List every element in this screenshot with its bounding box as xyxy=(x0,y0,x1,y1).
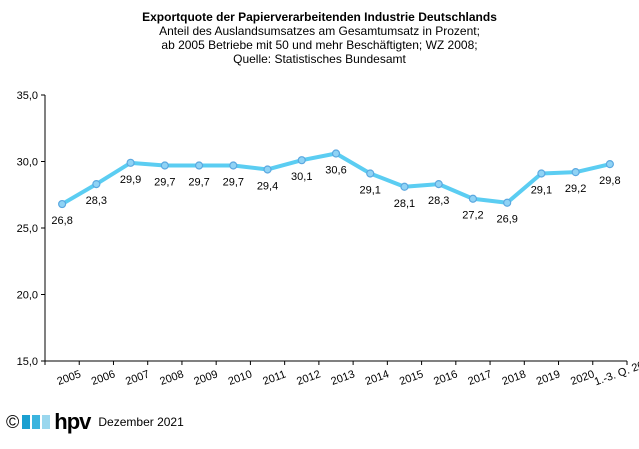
data-label: 29,8 xyxy=(599,175,620,187)
data-label: 29,9 xyxy=(120,174,141,186)
y-tick-label: 15,0 xyxy=(17,356,38,368)
data-label: 29,4 xyxy=(257,180,278,192)
y-tick-label: 30,0 xyxy=(17,157,38,169)
data-point xyxy=(537,169,546,178)
x-tick-label: 2008 xyxy=(158,368,185,388)
data-label: 29,7 xyxy=(154,176,175,188)
x-tick-label: 2018 xyxy=(501,368,528,388)
chart-title: Exportquote der Papierverarbeitenden Ind… xyxy=(142,10,497,24)
x-tick-label: 2015 xyxy=(398,368,425,388)
data-point xyxy=(468,194,478,203)
footer-date: Dezember 2021 xyxy=(98,415,184,429)
data-label: 27,2 xyxy=(462,210,483,222)
data-point xyxy=(400,182,409,191)
x-tick-label: 2011 xyxy=(261,368,287,387)
chart-subtitle-1: Anteil des Auslandsumsatzes am Gesamtums… xyxy=(159,24,480,38)
data-point xyxy=(503,198,512,207)
x-tick-label: 2020 xyxy=(569,368,596,388)
data-point xyxy=(194,161,204,170)
y-tick-label: 35,0 xyxy=(17,90,38,102)
x-tick-label: 2009 xyxy=(192,368,219,388)
x-tick-label: 2014 xyxy=(364,368,391,388)
footer: © hpv Dezember 2021 xyxy=(6,409,184,434)
data-label: 28,3 xyxy=(86,195,107,207)
data-point xyxy=(297,156,306,165)
x-tick-label: 2016 xyxy=(432,368,459,388)
x-tick-label: 2006 xyxy=(90,368,117,388)
data-point xyxy=(331,149,341,158)
data-label: 29,7 xyxy=(223,176,244,188)
data-label: 29,2 xyxy=(565,183,586,195)
data-point xyxy=(229,161,238,170)
data-point xyxy=(366,169,375,178)
series-line xyxy=(61,151,611,206)
x-tick-label: 2010 xyxy=(227,368,254,388)
data-label: 30,1 xyxy=(291,171,312,183)
data-label: 29,1 xyxy=(360,184,381,196)
hpv-wave-logo-icon xyxy=(22,415,51,429)
data-label: 28,3 xyxy=(428,195,449,207)
copyright-symbol: © xyxy=(6,411,20,432)
data-label: 30,6 xyxy=(325,165,346,177)
data-label: 26,9 xyxy=(496,214,517,226)
data-label: 29,7 xyxy=(188,176,209,188)
x-tick-label: 2017 xyxy=(466,368,493,388)
chart-subtitle-2: ab 2005 Betriebe mit 50 und mehr Beschäf… xyxy=(161,38,478,52)
x-tick-label: 2013 xyxy=(329,368,356,388)
data-point xyxy=(605,160,614,169)
data-label: 29,1 xyxy=(531,184,552,196)
data-point xyxy=(92,180,101,189)
data-point xyxy=(160,161,169,170)
x-tick-label: 2007 xyxy=(124,368,151,388)
x-tick-label: 2005 xyxy=(56,368,83,388)
data-point xyxy=(58,199,67,209)
x-tick-label: 1.-3. Q. 2021 xyxy=(593,355,639,388)
chart-subtitle-3: Quelle: Statistisches Bundesamt xyxy=(233,52,406,66)
data-label: 26,8 xyxy=(51,215,72,227)
data-label: 28,1 xyxy=(394,198,415,210)
y-tick-label: 20,0 xyxy=(17,290,38,302)
hpv-logo: hpv xyxy=(54,409,91,434)
x-tick-label: 2019 xyxy=(535,368,562,388)
x-tick-label: 2012 xyxy=(295,368,322,388)
data-point xyxy=(571,168,580,177)
data-point xyxy=(434,180,443,189)
data-point xyxy=(263,165,272,174)
data-point xyxy=(126,158,135,167)
y-tick-label: 25,0 xyxy=(17,223,38,235)
